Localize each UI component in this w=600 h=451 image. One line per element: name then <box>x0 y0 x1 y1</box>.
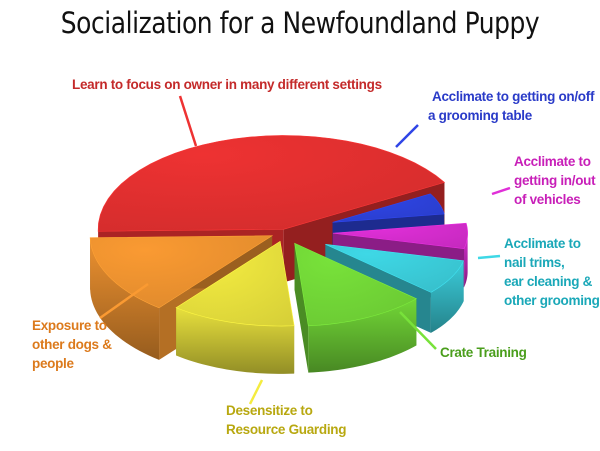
leader-line <box>399 311 437 350</box>
slice-label-line: Crate Training <box>440 345 527 360</box>
slice-label-line: people <box>32 356 74 371</box>
slice-label-line: Acclimate to getting on/off <box>432 89 595 104</box>
slice-label: Learn to focus on owner in many differen… <box>72 75 382 94</box>
slice-top <box>89 235 274 309</box>
pie-slice <box>294 242 418 373</box>
leader-line <box>477 254 501 260</box>
slice-label-line: other dogs & <box>32 337 112 352</box>
leader-line <box>248 379 264 405</box>
pie-slice <box>175 240 295 374</box>
slice-label-line: ear cleaning & <box>504 274 593 289</box>
slice-outer-wall <box>176 307 295 374</box>
slice-top <box>332 193 445 223</box>
slice-label-line: Desensitize to <box>226 403 313 418</box>
slice-label-line: Resource Guarding <box>226 422 347 437</box>
leader-line <box>395 124 419 148</box>
slice-top <box>325 244 465 293</box>
leader-line <box>99 282 149 320</box>
slice-label-line: Exposure to <box>32 318 107 333</box>
slice-side-wall <box>294 243 309 373</box>
slice-label-line: a grooming table <box>428 108 532 123</box>
slice-label: Acclimate to getting in/out of vehicles <box>514 152 596 209</box>
chart-title: Socialization for a Newfoundland Puppy <box>60 6 540 40</box>
slice-label: Exposure to other dogs & people <box>32 316 112 373</box>
slice-label-line: of vehicles <box>514 192 581 207</box>
slice-top <box>97 135 446 232</box>
slice-top <box>332 222 468 250</box>
slice-outer-wall <box>308 298 417 373</box>
slice-outer-wall <box>90 237 160 360</box>
slice-label-line: Learn to focus on owner in many differen… <box>72 77 382 92</box>
slice-top <box>294 242 418 327</box>
slice-outer-wall <box>430 260 464 333</box>
slice-label-line: Acclimate to <box>514 154 591 169</box>
slice-label: Acclimate to nail trims, ear cleaning & oth… <box>504 234 600 310</box>
leader-line <box>491 186 511 196</box>
slice-top <box>175 240 295 327</box>
slice-label-line: other grooming <box>504 293 600 308</box>
slice-label: Acclimate to getting on/off a grooming ta… <box>428 87 595 125</box>
slice-label-line: Acclimate to <box>504 236 581 251</box>
slice-label: Crate Training <box>440 343 527 362</box>
slice-label-line: getting in/out <box>514 173 596 188</box>
slice-label-line: nail trims, <box>504 255 565 270</box>
leader-line <box>178 95 198 147</box>
slice-label: Desensitize to Resource Guarding <box>226 401 346 439</box>
